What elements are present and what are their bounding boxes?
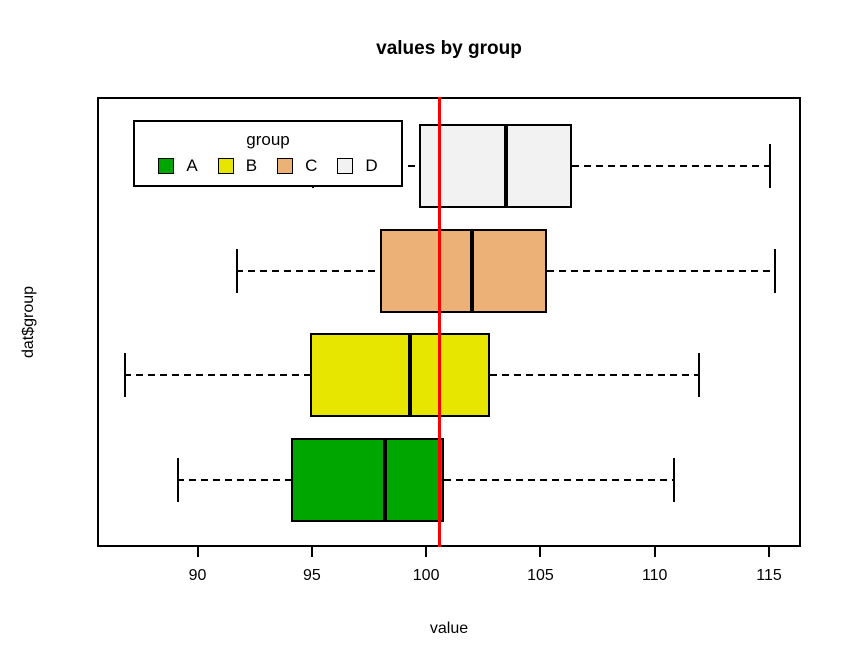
reference-line xyxy=(438,97,442,547)
box-B xyxy=(309,333,491,417)
x-tick-mark xyxy=(425,547,428,557)
whisker-high-B xyxy=(490,374,699,376)
x-tick-mark xyxy=(196,547,199,557)
whisker-cap-low-B xyxy=(124,353,127,397)
whisker-high-D xyxy=(572,165,769,167)
x-tick-mark xyxy=(768,547,770,557)
x-tick-label: 110 xyxy=(641,567,668,584)
y-axis-label: dat$group xyxy=(20,285,37,359)
whisker-cap-high-B xyxy=(698,353,701,397)
whisker-high-A xyxy=(444,478,673,481)
legend-item-D: D xyxy=(337,156,378,176)
x-axis-label: value xyxy=(429,620,469,637)
legend-items: A B C D xyxy=(158,156,378,176)
median-B xyxy=(408,333,413,417)
legend-item-label: A xyxy=(186,156,198,176)
median-C xyxy=(469,228,474,313)
x-tick-mark xyxy=(653,547,656,557)
whisker-cap-low-C xyxy=(236,248,239,293)
whisker-low-B xyxy=(124,374,310,376)
legend-item-label: D xyxy=(365,156,378,176)
whisker-high-C xyxy=(547,269,774,272)
x-tick-label: 115 xyxy=(756,567,782,584)
median-A xyxy=(383,437,387,522)
legend-item-A: A xyxy=(158,156,198,176)
whisker-cap-high-A xyxy=(673,457,675,502)
x-tick-label: 105 xyxy=(527,567,554,584)
legend-swatch-D xyxy=(337,158,354,175)
legend-swatch-C xyxy=(277,158,294,175)
whisker-cap-low-A xyxy=(177,457,179,502)
whisker-cap-high-C xyxy=(773,248,776,293)
x-tick-label: 95 xyxy=(302,567,321,584)
legend-item-label: C xyxy=(305,156,318,176)
box-D xyxy=(419,124,573,208)
legend-swatch-B xyxy=(217,158,234,175)
median-D xyxy=(504,124,509,208)
legend-swatch-A xyxy=(158,158,175,175)
box-A xyxy=(291,437,445,522)
legend-item-B: B xyxy=(217,156,258,176)
whisker-cap-high-D xyxy=(769,144,771,188)
box-C xyxy=(380,228,548,313)
whisker-low-C xyxy=(236,269,381,272)
legend-box: group A B C D xyxy=(133,120,403,187)
x-tick-mark xyxy=(539,547,542,557)
chart-title: values by group xyxy=(376,38,522,59)
x-tick-label: 90 xyxy=(188,567,207,584)
legend-item-C: C xyxy=(277,156,317,176)
whisker-low-A xyxy=(177,478,292,481)
legend-title: group xyxy=(246,129,290,149)
x-tick-mark xyxy=(310,547,313,557)
legend-item-label: B xyxy=(245,156,258,176)
x-tick-label: 100 xyxy=(412,567,440,584)
